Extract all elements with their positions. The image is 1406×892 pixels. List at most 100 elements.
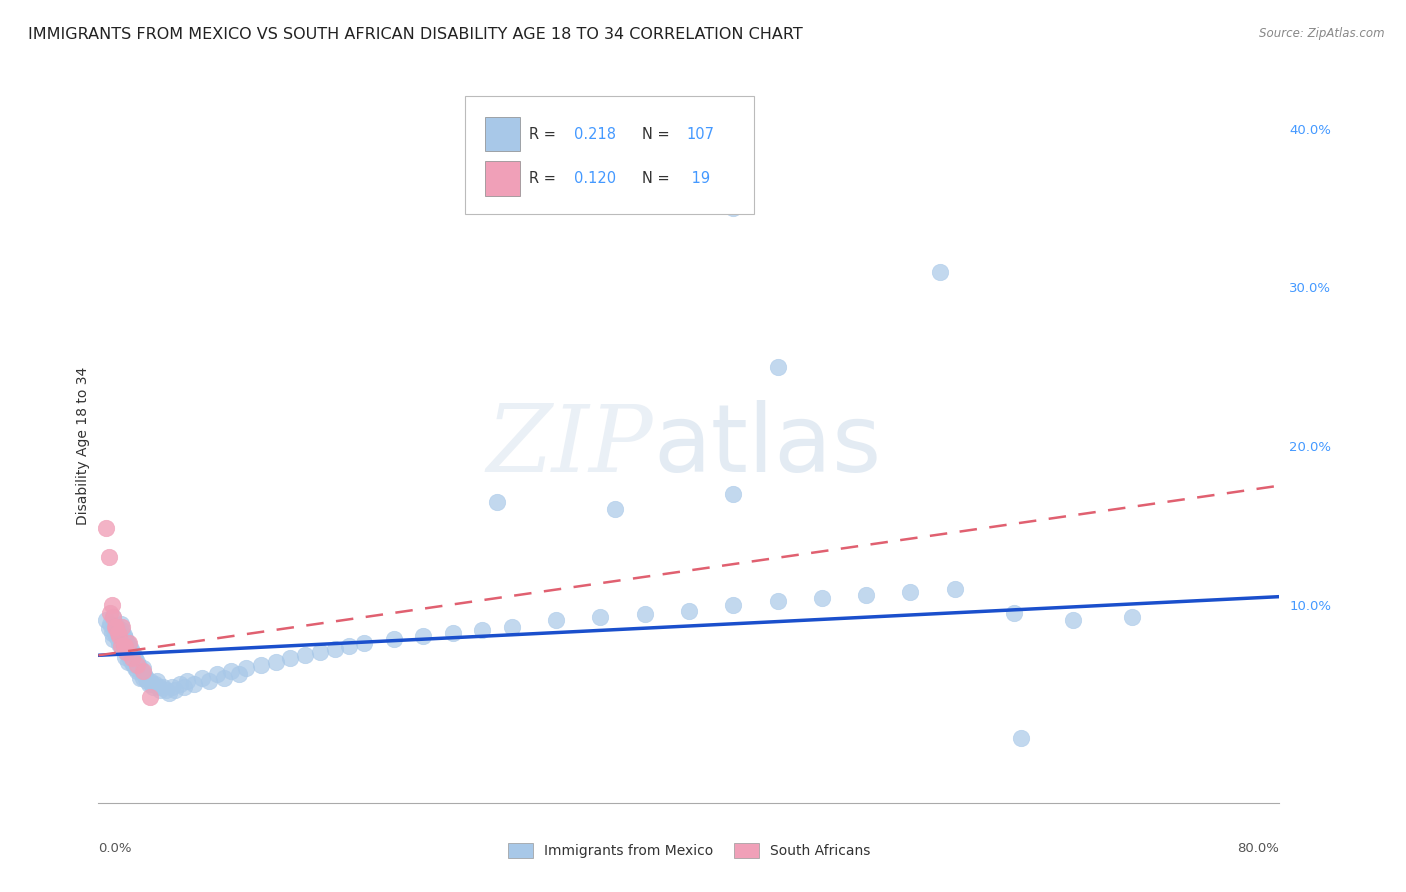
Point — [115, 645, 138, 659]
Point — [678, 604, 700, 618]
Point — [139, 690, 162, 704]
Point — [108, 629, 131, 643]
Point — [98, 616, 121, 631]
Point — [114, 640, 136, 655]
Point — [118, 639, 141, 653]
Point — [124, 651, 146, 665]
Point — [124, 661, 146, 675]
Point — [128, 671, 150, 685]
Point — [127, 657, 149, 672]
Point — [138, 677, 160, 691]
Point — [723, 598, 745, 612]
Point — [605, 502, 627, 516]
Point — [723, 201, 745, 215]
Point — [183, 677, 205, 691]
Point — [111, 634, 134, 648]
Point — [1062, 614, 1084, 628]
Point — [110, 639, 132, 653]
Point — [766, 594, 789, 608]
Point — [94, 521, 117, 535]
Point — [382, 632, 405, 647]
Point — [100, 626, 122, 640]
Point — [723, 486, 745, 500]
Point — [103, 610, 125, 624]
Point — [162, 680, 183, 694]
Point — [105, 618, 128, 632]
Point — [122, 657, 145, 672]
Point — [191, 671, 214, 685]
Point — [110, 628, 132, 642]
Bar — [485, 161, 520, 195]
Point — [118, 649, 141, 664]
Point — [205, 667, 228, 681]
Point — [148, 680, 170, 694]
Point — [118, 635, 141, 649]
Point — [634, 607, 657, 621]
Point — [142, 680, 165, 694]
Point — [132, 661, 155, 675]
Point — [486, 494, 509, 508]
Point — [1010, 731, 1032, 745]
Text: N =: N = — [641, 171, 673, 186]
Point — [110, 616, 132, 631]
Text: 19: 19 — [686, 171, 710, 186]
Point — [165, 683, 187, 698]
Point — [97, 621, 120, 635]
Point — [111, 623, 134, 637]
Point — [121, 657, 143, 671]
Point — [125, 657, 148, 672]
Point — [103, 632, 125, 647]
Point — [766, 359, 789, 374]
Point — [97, 549, 120, 564]
Point — [589, 610, 612, 624]
Point — [120, 653, 142, 667]
Point — [155, 683, 177, 698]
Point — [943, 582, 966, 596]
Point — [339, 639, 361, 653]
Point — [122, 648, 145, 663]
Point — [117, 635, 139, 649]
Point — [104, 624, 127, 639]
Point — [323, 642, 346, 657]
Point — [108, 637, 131, 651]
Text: Source: ZipAtlas.com: Source: ZipAtlas.com — [1260, 27, 1385, 40]
Point — [152, 680, 174, 694]
Text: R =: R = — [530, 171, 561, 186]
Point — [221, 664, 243, 678]
Point — [132, 664, 155, 678]
Point — [546, 614, 568, 628]
Point — [280, 651, 302, 665]
Point — [112, 628, 135, 642]
Point — [94, 614, 117, 628]
Text: ZIP: ZIP — [486, 401, 654, 491]
Point — [120, 642, 142, 657]
Point — [198, 673, 221, 688]
Text: 0.218: 0.218 — [575, 127, 616, 142]
Point — [412, 629, 434, 643]
Point — [139, 673, 162, 688]
Point — [98, 606, 121, 620]
Point — [501, 620, 523, 634]
Point — [108, 626, 131, 640]
Point — [471, 623, 494, 637]
Point — [264, 655, 287, 669]
Point — [149, 683, 172, 698]
Point — [143, 677, 166, 691]
Point — [115, 645, 138, 659]
Point — [104, 620, 127, 634]
Point — [1002, 606, 1025, 620]
Point — [103, 610, 125, 624]
Point — [441, 626, 464, 640]
Point — [105, 629, 128, 643]
Point — [121, 651, 143, 665]
Point — [146, 673, 169, 688]
Text: 80.0%: 80.0% — [1237, 842, 1279, 855]
Point — [125, 655, 148, 669]
Text: R =: R = — [530, 127, 561, 142]
Point — [309, 645, 332, 659]
Point — [112, 639, 135, 653]
Point — [141, 677, 163, 691]
Point — [176, 673, 198, 688]
Point — [235, 661, 257, 675]
Point — [117, 655, 139, 669]
